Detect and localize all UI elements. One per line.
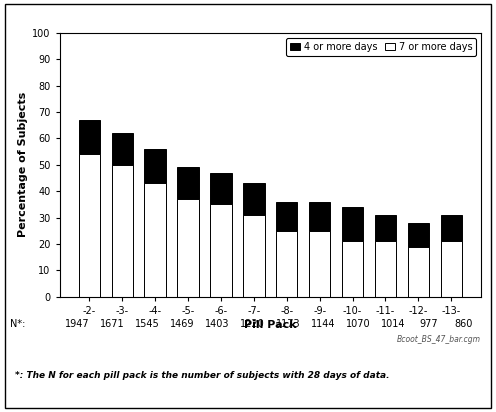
Bar — [79, 154, 100, 297]
Bar — [144, 149, 166, 297]
Bar — [243, 183, 264, 297]
Bar — [309, 202, 330, 297]
Bar — [112, 165, 133, 297]
Text: 1173: 1173 — [276, 319, 300, 329]
Bar — [112, 133, 133, 297]
Bar — [276, 231, 298, 297]
Text: 1070: 1070 — [346, 319, 371, 329]
Text: 860: 860 — [454, 319, 473, 329]
Text: 1220: 1220 — [241, 319, 265, 329]
Text: 1144: 1144 — [311, 319, 335, 329]
Bar — [243, 215, 264, 297]
Bar — [342, 207, 363, 297]
Bar — [440, 215, 462, 297]
X-axis label: Pill Pack: Pill Pack — [244, 320, 297, 330]
Bar — [375, 241, 396, 297]
Text: N*:: N*: — [10, 319, 25, 329]
Bar — [408, 223, 429, 297]
Bar — [440, 241, 462, 297]
Bar — [210, 173, 232, 297]
Text: 1403: 1403 — [205, 319, 230, 329]
Bar — [210, 204, 232, 297]
Bar — [178, 167, 199, 297]
Text: 1947: 1947 — [65, 319, 89, 329]
Legend: 4 or more days, 7 or more days: 4 or more days, 7 or more days — [286, 38, 476, 56]
Bar — [276, 202, 298, 297]
Bar — [144, 183, 166, 297]
Text: 1545: 1545 — [135, 319, 160, 329]
Y-axis label: Percentage of Subjects: Percentage of Subjects — [18, 92, 28, 237]
Bar — [79, 120, 100, 297]
Bar — [309, 231, 330, 297]
Bar — [375, 215, 396, 297]
Text: 1014: 1014 — [381, 319, 406, 329]
Bar — [408, 246, 429, 297]
Bar — [178, 199, 199, 297]
Bar — [342, 241, 363, 297]
Text: *: The N for each pill pack is the number of subjects with 28 days of data.: *: The N for each pill pack is the numbe… — [15, 371, 389, 380]
Text: Bcoot_BS_47_bar.cgm: Bcoot_BS_47_bar.cgm — [397, 335, 481, 344]
Text: 1671: 1671 — [100, 319, 124, 329]
Text: 977: 977 — [419, 319, 438, 329]
Text: 1469: 1469 — [170, 319, 195, 329]
